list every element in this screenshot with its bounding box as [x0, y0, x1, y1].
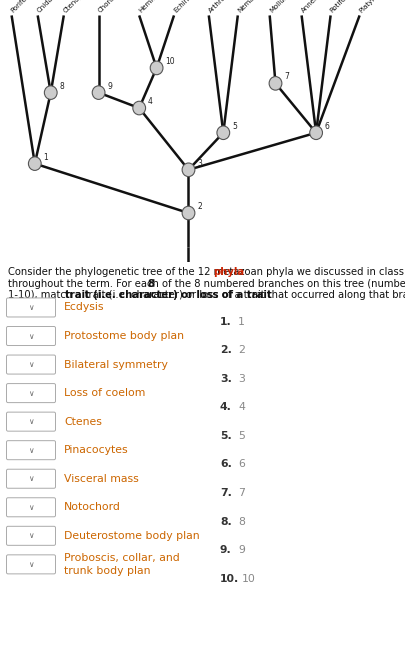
FancyBboxPatch shape — [6, 412, 55, 431]
FancyBboxPatch shape — [6, 355, 55, 374]
Text: Pinacocytes: Pinacocytes — [64, 445, 128, 455]
Text: ∨: ∨ — [28, 531, 34, 541]
Text: Porifera: Porifera — [10, 0, 34, 14]
Text: Arthropoda: Arthropoda — [207, 0, 239, 14]
Text: 9.: 9. — [220, 545, 231, 555]
Text: 8.: 8. — [220, 516, 231, 527]
Text: Chordata: Chordata — [97, 0, 124, 14]
FancyBboxPatch shape — [6, 469, 55, 488]
Text: throughout the term. For each of the 8 numbered branches on this tree (numbered: throughout the term. For each of the 8 n… — [8, 279, 405, 289]
Text: Cnidaria: Cnidaria — [36, 0, 61, 14]
Text: 2: 2 — [237, 345, 244, 356]
FancyBboxPatch shape — [6, 498, 55, 517]
FancyBboxPatch shape — [6, 384, 55, 403]
Text: 4.: 4. — [220, 402, 231, 413]
Text: Protostome body plan: Protostome body plan — [64, 331, 183, 341]
Circle shape — [182, 163, 194, 176]
Text: ∨: ∨ — [28, 417, 34, 426]
Text: ∨: ∨ — [28, 474, 34, 483]
Text: Consider the phylogenetic tree of the 12 metazoan phyla we discussed in class: Consider the phylogenetic tree of the 12… — [8, 268, 403, 277]
Text: Deuterostome body plan: Deuterostome body plan — [64, 531, 199, 541]
FancyBboxPatch shape — [6, 526, 55, 545]
Circle shape — [44, 86, 57, 100]
Text: 1-10), match a trait (i.e. character) or loss of a trait that occurred along tha: 1-10), match a trait (i.e. character) or… — [8, 291, 405, 300]
Circle shape — [269, 77, 281, 90]
Circle shape — [182, 206, 194, 220]
FancyBboxPatch shape — [6, 298, 55, 317]
Text: 3.: 3. — [220, 374, 231, 384]
FancyBboxPatch shape — [6, 441, 55, 460]
Text: Notochord: Notochord — [64, 502, 121, 512]
Text: 10.: 10. — [220, 573, 239, 584]
Text: Annelida: Annelida — [300, 0, 325, 14]
Text: Ecdysis: Ecdysis — [64, 302, 104, 312]
Text: 4: 4 — [237, 402, 244, 413]
Text: ∨: ∨ — [28, 303, 34, 312]
Text: 6: 6 — [324, 122, 329, 131]
Text: Loss of coelom: Loss of coelom — [64, 388, 145, 398]
Text: 9: 9 — [237, 545, 244, 555]
Text: 5: 5 — [231, 122, 236, 131]
Circle shape — [132, 101, 145, 115]
Text: trait (i.e. character) or loss of a trait: trait (i.e. character) or loss of a trai… — [65, 291, 271, 300]
Text: 8: 8 — [237, 516, 244, 527]
Text: 4: 4 — [147, 97, 152, 106]
Text: 7.: 7. — [220, 488, 231, 498]
Text: ∨: ∨ — [28, 502, 34, 512]
FancyBboxPatch shape — [6, 555, 55, 574]
Text: Ctenes: Ctenes — [64, 417, 102, 426]
Text: 8: 8 — [59, 81, 64, 91]
Text: 3: 3 — [197, 159, 202, 168]
Text: Mollusca: Mollusca — [268, 0, 294, 14]
Text: Proboscis, collar, and
trunk body plan: Proboscis, collar, and trunk body plan — [64, 553, 179, 575]
Text: Hemichordata: Hemichordata — [138, 0, 177, 14]
Text: 6: 6 — [237, 459, 244, 470]
Text: Ctenophora: Ctenophora — [62, 0, 95, 14]
Circle shape — [150, 61, 162, 75]
Text: 10: 10 — [165, 57, 175, 66]
Text: 9: 9 — [107, 81, 112, 91]
Text: 7: 7 — [284, 72, 288, 81]
Text: 6.: 6. — [220, 459, 231, 470]
Text: 1: 1 — [43, 153, 48, 161]
Text: Echinodermata: Echinodermata — [172, 0, 214, 14]
Text: ∨: ∨ — [28, 388, 34, 398]
Text: ∨: ∨ — [28, 331, 34, 340]
Text: Visceral mass: Visceral mass — [64, 474, 139, 483]
Text: 8: 8 — [147, 279, 154, 289]
Circle shape — [28, 157, 41, 171]
Text: Rotifera: Rotifera — [328, 0, 352, 14]
Text: 2: 2 — [197, 202, 201, 211]
Text: Bilateral symmetry: Bilateral symmetry — [64, 359, 167, 369]
Circle shape — [309, 126, 322, 140]
Circle shape — [92, 86, 105, 100]
Text: Platyhelminthes: Platyhelminthes — [357, 0, 401, 14]
Text: 1: 1 — [237, 317, 244, 327]
Text: phyla: phyla — [213, 268, 243, 277]
Text: 3: 3 — [237, 374, 244, 384]
Text: 1.: 1. — [220, 317, 231, 327]
Text: 2.: 2. — [220, 345, 231, 356]
FancyBboxPatch shape — [6, 327, 55, 346]
Text: ∨: ∨ — [28, 445, 34, 455]
Text: 5: 5 — [237, 431, 244, 441]
Text: 7: 7 — [237, 488, 244, 498]
Text: 5.: 5. — [220, 431, 231, 441]
Text: ∨: ∨ — [28, 560, 34, 569]
Circle shape — [216, 126, 229, 140]
Text: Nematoda: Nematoda — [236, 0, 266, 14]
Text: ∨: ∨ — [28, 360, 34, 369]
Text: 10: 10 — [241, 573, 255, 584]
